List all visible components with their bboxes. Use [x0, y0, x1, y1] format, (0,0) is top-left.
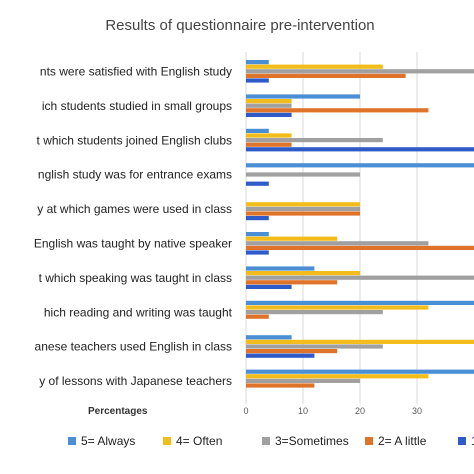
bar: [246, 138, 383, 143]
bar: [246, 206, 360, 211]
category-label: nts were satisfied with English study: [40, 65, 232, 79]
category-label: y at which games were used in class: [37, 202, 232, 216]
legend-label: 2= A little: [378, 434, 427, 448]
x-tick-label: 0: [243, 406, 248, 416]
bar: [246, 172, 360, 177]
bar: [246, 64, 383, 69]
legend: 5= Always 4= Often 3=Sometimes 2= A little 1…: [68, 434, 474, 448]
x-tick-labels: 0 10 20 30: [243, 406, 422, 416]
bar: [246, 69, 474, 74]
category-label: nglish study was for entrance exams: [38, 168, 232, 182]
bar: [246, 78, 269, 83]
bar: [246, 73, 406, 78]
bar: [246, 335, 292, 340]
x-tick-label: 10: [298, 406, 308, 416]
bar: [246, 266, 315, 271]
bar: [246, 202, 360, 207]
legend-swatch: [458, 437, 466, 445]
bar: [246, 103, 292, 108]
legend-swatch: [163, 437, 171, 445]
bar: [246, 383, 315, 388]
bar: [246, 349, 338, 354]
bar: [246, 245, 474, 250]
bar: [246, 211, 360, 216]
bar: [246, 369, 474, 374]
bar: [246, 99, 292, 104]
bars-layer: [246, 60, 474, 388]
bar: [246, 142, 292, 147]
legend-label: 3=Sometimes: [275, 434, 349, 448]
bar: [246, 108, 429, 113]
category-labels: nts were satisfied with English study ich…: [34, 65, 233, 389]
bar: [246, 112, 292, 117]
bar: [246, 94, 360, 99]
category-label: y of lessons with Japanese teachers: [39, 374, 232, 388]
category-label: t which speaking was taught in class: [39, 271, 232, 285]
bar: [246, 284, 292, 289]
legend-label: 4= Often: [176, 434, 222, 448]
category-label: t which students joined English clubs: [37, 133, 232, 147]
legend-swatch: [68, 437, 76, 445]
bar: [246, 305, 429, 310]
bar: [246, 271, 360, 276]
bar: [246, 378, 360, 383]
bar: [246, 133, 292, 138]
category-label: ich students studied in small groups: [42, 99, 232, 113]
bar: [246, 250, 269, 255]
bar: [246, 232, 269, 237]
x-tick-label: 30: [412, 406, 422, 416]
bar: [246, 275, 474, 280]
category-label: hich reading and writing was taught: [44, 305, 233, 319]
bar: [246, 241, 429, 246]
legend-label: 1=Never: [471, 434, 474, 448]
legend-swatch: [262, 437, 270, 445]
bar: [246, 310, 383, 315]
bar: [246, 147, 474, 152]
bar: [246, 128, 269, 133]
bar: [246, 236, 338, 241]
category-label: anese teachers used English in class: [35, 340, 232, 354]
bar: [246, 353, 315, 358]
bar: [246, 181, 269, 186]
legend-swatch: [365, 437, 373, 445]
bar: [246, 300, 474, 305]
bar: [246, 60, 269, 65]
bar: [246, 163, 474, 168]
legend-label: 5= Always: [81, 434, 135, 448]
bar: [246, 339, 474, 344]
bar: [246, 344, 383, 349]
category-label: English was taught by native speaker: [34, 237, 232, 251]
bar: [246, 314, 269, 319]
x-axis-label: Percentages: [88, 406, 148, 417]
chart-title: Results of questionnaire pre-interventio…: [105, 17, 374, 34]
x-tick-label: 20: [355, 406, 365, 416]
bar: [246, 280, 338, 285]
bar: [246, 374, 429, 379]
bar: [246, 216, 269, 221]
